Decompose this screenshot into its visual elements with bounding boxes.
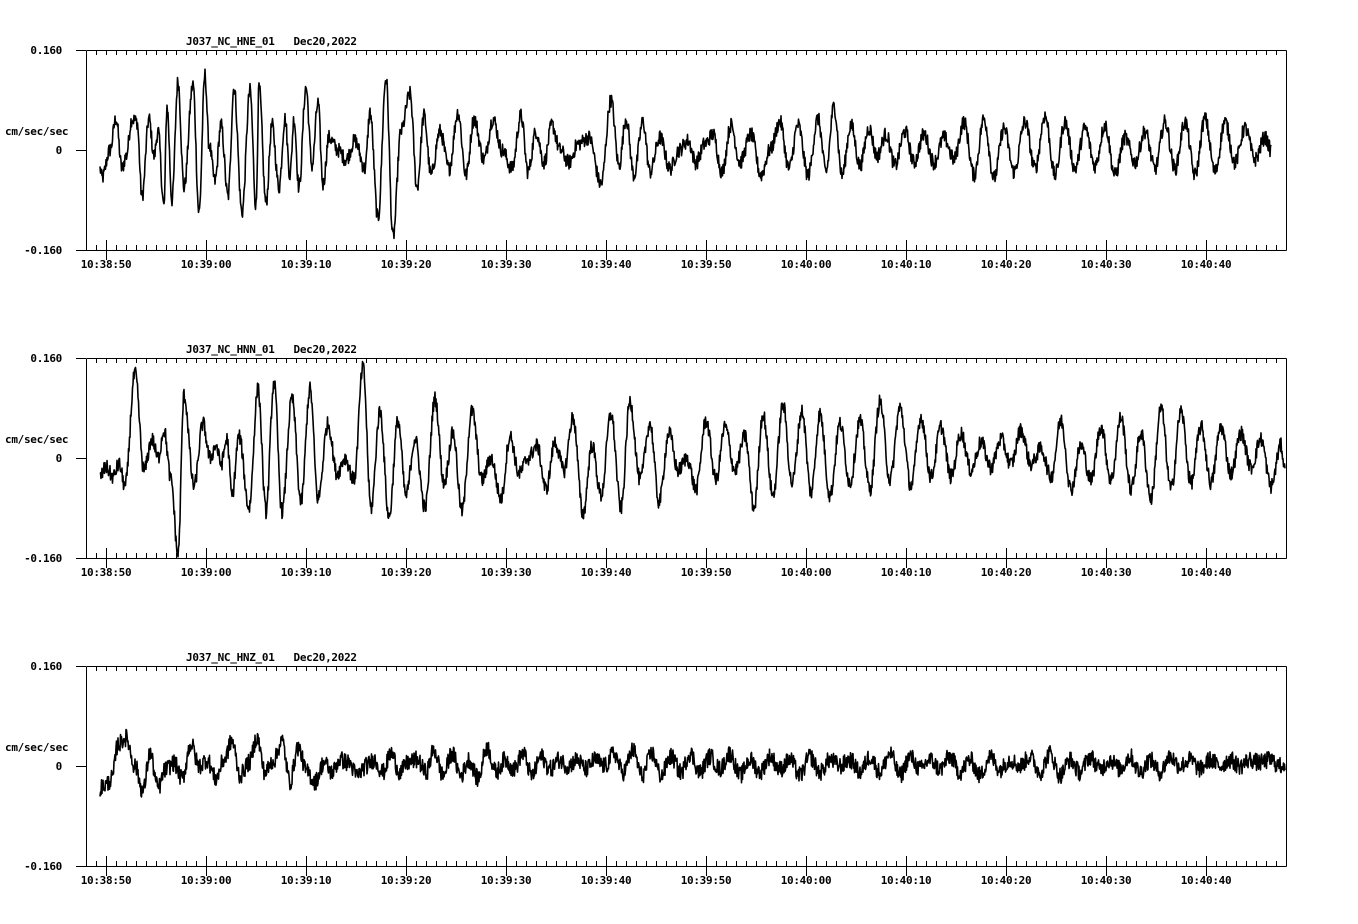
y-max-label: 0.160: [30, 352, 62, 365]
axes: [76, 358, 1287, 568]
y-zero-label: 0: [55, 144, 63, 157]
panel-title: J037_NC_HNN_01 Dec20,2022: [186, 343, 357, 356]
panel-hnz: J037_NC_HNZ_01 Dec20,2022 0.160 cm/sec/s…: [0, 616, 1358, 916]
x-tick-label: 10:39:50: [680, 566, 732, 579]
y-max-label: 0.160: [30, 44, 62, 57]
x-tick-label: 10:39:20: [380, 258, 432, 271]
x-tick-label: 10:40:20: [980, 874, 1032, 887]
x-tick-label: 10:40:00: [780, 874, 832, 887]
panel-title: J037_NC_HNE_01 Dec20,2022: [186, 35, 357, 48]
y-zero-label: 0: [55, 452, 63, 465]
channel-name: J037_NC_HNE_01: [186, 35, 275, 48]
waveform-plot-hnz: [76, 666, 1287, 876]
x-tick-label: 10:40:30: [1080, 258, 1132, 271]
x-tick-label: 10:38:50: [80, 874, 132, 887]
y-zero-label: 0: [55, 760, 63, 773]
channel-name: J037_NC_HNN_01: [186, 343, 275, 356]
x-tick-label: 10:40:40: [1180, 874, 1232, 887]
x-tick-label: 10:39:00: [180, 258, 232, 271]
x-tick-label: 10:39:30: [480, 566, 532, 579]
waveform-trace: [99, 68, 1272, 240]
waveform-plot-hnn: [76, 358, 1287, 568]
x-tick-label: 10:39:00: [180, 874, 232, 887]
date-label: Dec20,2022: [293, 35, 358, 48]
y-unit-label: cm/sec/sec: [5, 125, 69, 138]
panel-title: J037_NC_HNZ_01 Dec20,2022: [186, 651, 357, 664]
channel-name: J037_NC_HNZ_01: [186, 651, 275, 664]
x-tick-label: 10:40:10: [880, 566, 932, 579]
waveform-trace: [99, 360, 1286, 558]
x-tick-label: 10:40:40: [1180, 566, 1232, 579]
x-tick-label: 10:39:00: [180, 566, 232, 579]
y-min-label: -0.160: [24, 552, 62, 565]
x-tick-label: 10:40:00: [780, 258, 832, 271]
x-tick-label: 10:40:20: [980, 566, 1032, 579]
panel-hne: J037_NC_HNE_01 Dec20,2022 0.160 cm/sec/s…: [0, 0, 1358, 300]
x-tick-label: 10:39:30: [480, 258, 532, 271]
x-tick-label: 10:38:50: [80, 566, 132, 579]
waveform-trace: [99, 728, 1286, 798]
x-tick-label: 10:40:10: [880, 874, 932, 887]
x-tick-label: 10:40:30: [1080, 566, 1132, 579]
x-tick-label: 10:40:30: [1080, 874, 1132, 887]
x-tick-label: 10:40:00: [780, 566, 832, 579]
x-tick-label: 10:39:10: [280, 566, 332, 579]
axes: [76, 50, 1287, 260]
x-tick-label: 10:38:50: [80, 258, 132, 271]
x-tick-label: 10:39:20: [380, 566, 432, 579]
y-max-label: 0.160: [30, 660, 62, 673]
waveform-plot-hne: [76, 50, 1287, 260]
y-min-label: -0.160: [24, 244, 62, 257]
x-tick-label: 10:39:40: [580, 566, 632, 579]
panel-hnn: J037_NC_HNN_01 Dec20,2022 0.160 cm/sec/s…: [0, 308, 1358, 608]
axes: [76, 666, 1287, 876]
y-min-label: -0.160: [24, 860, 62, 873]
x-tick-label: 10:40:10: [880, 258, 932, 271]
x-tick-label: 10:40:40: [1180, 258, 1232, 271]
x-tick-label: 10:40:20: [980, 258, 1032, 271]
x-tick-label: 10:39:30: [480, 874, 532, 887]
x-tick-label: 10:39:10: [280, 258, 332, 271]
x-tick-label: 10:39:40: [580, 874, 632, 887]
x-tick-label: 10:39:10: [280, 874, 332, 887]
date-label: Dec20,2022: [293, 343, 358, 356]
x-tick-label: 10:39:50: [680, 874, 732, 887]
y-unit-label: cm/sec/sec: [5, 741, 69, 754]
y-unit-label: cm/sec/sec: [5, 433, 69, 446]
date-label: Dec20,2022: [293, 651, 358, 664]
x-tick-label: 10:39:50: [680, 258, 732, 271]
x-tick-label: 10:39:40: [580, 258, 632, 271]
x-tick-label: 10:39:20: [380, 874, 432, 887]
